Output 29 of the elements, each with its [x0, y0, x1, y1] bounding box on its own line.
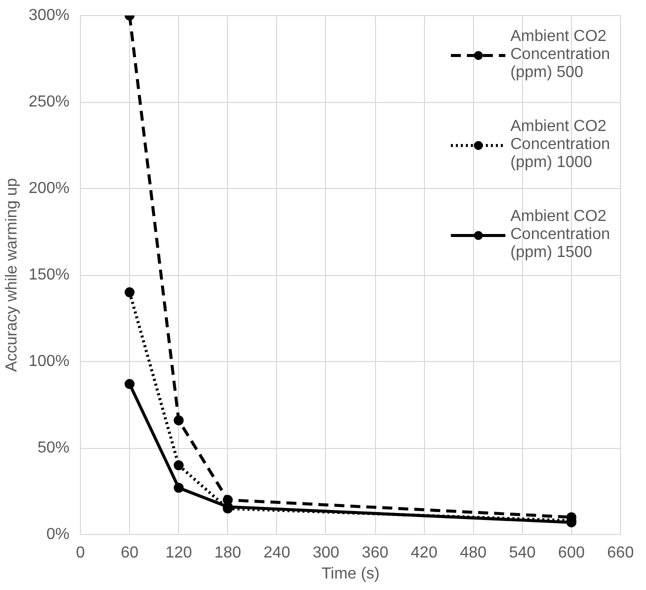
y-tick-label: 150%	[28, 266, 70, 284]
x-tick-label: 540	[508, 544, 536, 562]
y-axis-title: Accuracy while warming up	[4, 178, 21, 372]
legend-label: Ambient CO2 Concentration (ppm) 1500	[510, 207, 610, 263]
y-tick-label: 50%	[37, 440, 70, 456]
legend-label: Ambient CO2 Concentration (ppm) 500	[510, 27, 610, 83]
point	[174, 482, 184, 493]
point	[174, 460, 184, 470]
point	[174, 415, 184, 426]
x-tick-label: 480	[460, 544, 487, 562]
x-tick-label: 300	[312, 544, 340, 562]
legend-label: Ambient CO2 Concentration (ppm) 1000	[510, 117, 610, 173]
x-tick-label: 360	[362, 544, 388, 562]
x-tick-label: 420	[410, 544, 438, 562]
y-tick-label: 250%	[28, 94, 70, 110]
y-tick-label: 100%	[28, 353, 70, 370]
point	[124, 287, 135, 298]
x-tick-label: 240	[264, 544, 290, 562]
y-tick-label: 200%	[28, 180, 70, 197]
x-tick-label: 60	[120, 544, 139, 562]
x-tick-label: 660	[607, 544, 634, 562]
y-tick-label: 300%	[28, 7, 70, 24]
x-tick-label: 0	[76, 544, 86, 562]
y-tick-label: 0%	[46, 526, 70, 543]
x-axis-title: Time (s)	[321, 566, 380, 582]
x-tick-label: 600	[558, 544, 585, 562]
x-tick-label: 120	[165, 544, 192, 562]
point	[124, 379, 135, 389]
x-tick-label: 180	[214, 544, 242, 562]
